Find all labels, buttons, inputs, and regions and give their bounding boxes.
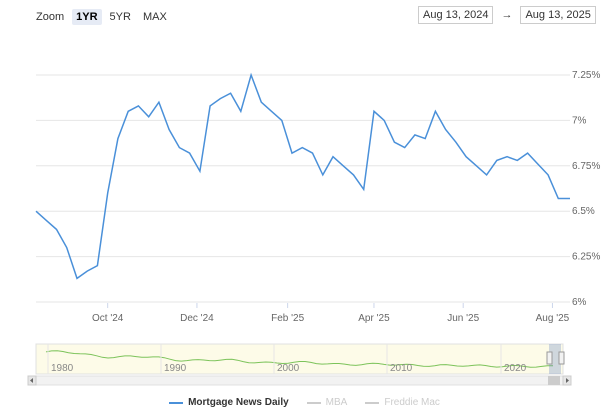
legend-line-icon bbox=[365, 401, 380, 404]
legend-label: Mortgage News Daily bbox=[188, 397, 289, 408]
y-tick-label: 6.75% bbox=[572, 161, 600, 172]
y-axis: 6% 6.25% 6.5% 6.75% 7% 7.25% bbox=[572, 70, 600, 308]
legend-label: MBA bbox=[325, 397, 348, 408]
x-tick-label: Aug '25 bbox=[536, 313, 570, 324]
x-tick-label: Dec '24 bbox=[180, 313, 214, 324]
y-tick-label: 7% bbox=[572, 115, 587, 126]
y-tick-label: 6.25% bbox=[572, 252, 600, 263]
range-arrow: → bbox=[501, 9, 513, 21]
y-tick-label: 6% bbox=[572, 297, 587, 308]
navigator-tick-label: 2000 bbox=[277, 363, 300, 374]
zoom-label: Zoom bbox=[36, 11, 65, 23]
chevron-left-icon bbox=[30, 378, 33, 383]
y-tick-label: 6.5% bbox=[572, 206, 595, 217]
legend-line-icon bbox=[169, 401, 184, 404]
legend-item-freddie-mac[interactable]: Freddie Mac bbox=[365, 397, 440, 408]
y-tick-label: 7.25% bbox=[572, 70, 600, 81]
x-tick-label: Feb '25 bbox=[271, 313, 304, 324]
x-tick-label: Jun '25 bbox=[447, 313, 479, 324]
navigator-tick-label: 1990 bbox=[164, 363, 187, 374]
zoom-1yr-button[interactable]: 1YR bbox=[72, 9, 102, 25]
from-date-input[interactable]: Aug 13, 2024 bbox=[418, 6, 494, 24]
line-chart: 6% 6.25% 6.5% 6.75% 7% 7.25% Oct '24 Dec '24 Fe… bbox=[27, 70, 600, 386]
navigator[interactable]: 1980 1990 2000 2010 2020 bbox=[27, 343, 572, 386]
navigator-area bbox=[35, 343, 564, 375]
navigator-tick-label: 2020 bbox=[504, 363, 527, 374]
zoom-bar: Zoom 1YR 5YR MAX bbox=[36, 8, 175, 26]
legend-item-mortgage-news-daily[interactable]: Mortgage News Daily bbox=[169, 397, 289, 408]
legend-label: Freddie Mac bbox=[384, 397, 440, 408]
date-range: Aug 13, 2024 → Aug 13, 2025 bbox=[418, 5, 596, 25]
x-axis: Oct '24 Dec '24 Feb '25 Apr '25 Jun '25 Aug '… bbox=[92, 303, 570, 324]
scrollbar-thumb bbox=[548, 376, 560, 385]
x-tick-label: Oct '24 bbox=[92, 313, 124, 324]
zoom-max-button[interactable]: MAX bbox=[142, 11, 167, 23]
legend-item-mba[interactable]: MBA bbox=[306, 397, 348, 408]
navigator-series-line bbox=[45, 350, 554, 368]
zoom-5yr-button[interactable]: 5YR bbox=[109, 11, 131, 23]
navigator-tick-label: 1980 bbox=[51, 363, 74, 374]
legend-line-icon bbox=[306, 401, 321, 404]
chevron-right-icon bbox=[566, 378, 569, 383]
grid-lines bbox=[36, 74, 570, 303]
scrollbar-track bbox=[35, 375, 564, 386]
to-date-input[interactable]: Aug 13, 2025 bbox=[520, 6, 596, 24]
navigator-handle-left bbox=[546, 351, 553, 365]
x-tick-label: Apr '25 bbox=[358, 313, 390, 324]
navigator-tick-label: 2010 bbox=[390, 363, 413, 374]
legend: Mortgage News Daily MBA Freddie Mac bbox=[0, 397, 609, 408]
series-line-mortgage-news-daily bbox=[35, 72, 570, 280]
navigator-handle-right bbox=[558, 351, 565, 365]
